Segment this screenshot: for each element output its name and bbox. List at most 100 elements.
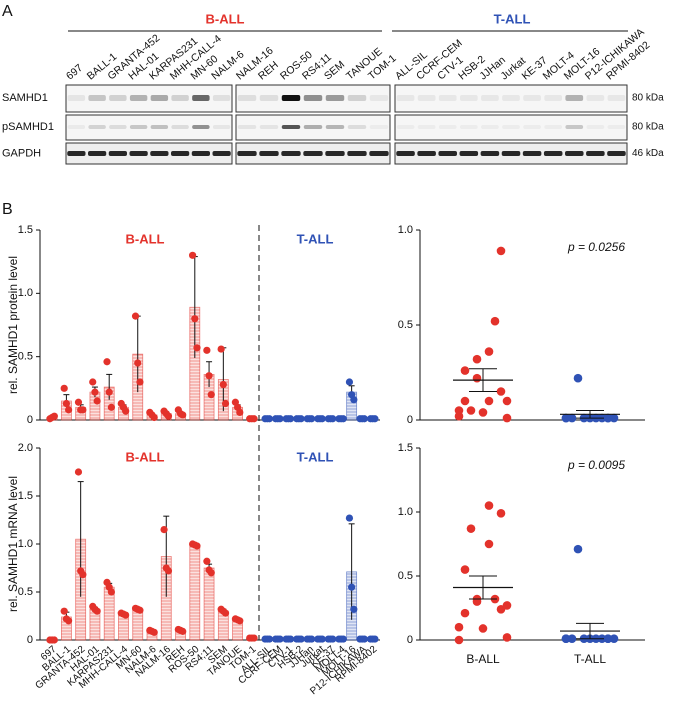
dot bbox=[484, 501, 494, 510]
gapdh-band bbox=[396, 151, 415, 156]
replicate-dot bbox=[203, 557, 211, 565]
band bbox=[325, 95, 345, 101]
replicate-dot bbox=[276, 415, 284, 423]
blot-size: 80 kDa bbox=[632, 122, 664, 133]
y-tick-label: 0.5 bbox=[398, 570, 413, 582]
replicate-dot bbox=[79, 406, 87, 414]
dot bbox=[454, 406, 464, 415]
band bbox=[150, 125, 169, 129]
replicate-dot bbox=[221, 609, 230, 617]
dot bbox=[460, 366, 470, 375]
band bbox=[325, 125, 345, 129]
gapdh-band bbox=[108, 151, 128, 156]
band bbox=[303, 125, 323, 129]
y-tick-label: 0.5 bbox=[18, 351, 33, 363]
dot bbox=[573, 373, 583, 383]
band bbox=[607, 125, 626, 129]
dot bbox=[496, 246, 506, 256]
dot bbox=[484, 539, 494, 549]
dot bbox=[466, 524, 476, 533]
band bbox=[502, 95, 520, 101]
dot bbox=[472, 354, 482, 364]
dot bbox=[603, 413, 613, 423]
replicate-dot bbox=[207, 391, 215, 399]
replicate-dot bbox=[91, 388, 99, 396]
replicate-dot bbox=[193, 542, 201, 550]
band bbox=[171, 125, 189, 129]
band bbox=[67, 125, 86, 129]
gapdh-band bbox=[129, 151, 148, 156]
dot bbox=[573, 544, 583, 554]
replicate-dot bbox=[329, 415, 337, 423]
gapdh-band bbox=[459, 151, 479, 156]
band bbox=[565, 125, 584, 129]
gapdh-band bbox=[501, 151, 521, 156]
gapdh-band bbox=[522, 151, 542, 156]
band bbox=[88, 95, 106, 101]
band bbox=[109, 125, 127, 129]
band bbox=[523, 95, 541, 101]
gapdh-band bbox=[150, 151, 169, 156]
x-tick-label: T-ALL bbox=[574, 652, 606, 666]
band bbox=[259, 95, 279, 101]
gapdh-band bbox=[438, 151, 458, 156]
bar bbox=[203, 567, 215, 641]
band bbox=[192, 125, 210, 129]
replicate-dot bbox=[318, 635, 326, 643]
replicate-dot bbox=[250, 415, 258, 423]
gapdh-band bbox=[237, 151, 257, 156]
replicate-dot bbox=[286, 415, 295, 423]
replicate-dot bbox=[339, 415, 347, 423]
gapdh-band bbox=[281, 151, 301, 156]
y-tick-label: 0 bbox=[27, 634, 33, 646]
replicate-dot bbox=[179, 411, 187, 419]
group-label: T-ALL bbox=[297, 449, 334, 464]
band bbox=[281, 125, 301, 129]
dot bbox=[454, 622, 464, 632]
band bbox=[192, 95, 210, 101]
gapdh-band bbox=[369, 151, 389, 156]
replicate-dot bbox=[60, 384, 68, 392]
replicate-dot bbox=[60, 607, 68, 615]
replicate-dot bbox=[50, 412, 58, 420]
dot bbox=[460, 565, 470, 574]
replicate-dot bbox=[371, 635, 379, 643]
replicate-dot bbox=[150, 413, 158, 422]
replicate-dot bbox=[360, 415, 368, 423]
group-label: B-ALL bbox=[126, 231, 165, 246]
y-tick-label: 0.5 bbox=[18, 586, 33, 598]
replicate-dot bbox=[329, 635, 337, 643]
replicate-dot bbox=[179, 627, 187, 635]
replicate-dot bbox=[160, 526, 168, 534]
band bbox=[481, 95, 499, 101]
gapdh-band bbox=[87, 151, 107, 156]
replicate-dot bbox=[136, 378, 144, 386]
y-tick-label: 1.0 bbox=[18, 287, 33, 299]
replicate-dot bbox=[297, 415, 305, 423]
dot bbox=[460, 396, 470, 406]
replicate-dot bbox=[217, 345, 225, 353]
replicate-dot bbox=[297, 635, 305, 643]
band bbox=[502, 125, 520, 129]
dot bbox=[484, 347, 494, 356]
gapdh-band bbox=[347, 151, 367, 156]
replicate-dot bbox=[164, 412, 173, 420]
replicate-dot bbox=[65, 406, 73, 414]
replicate-dot bbox=[203, 346, 211, 354]
replicate-dot bbox=[345, 378, 354, 386]
replicate-dot bbox=[74, 468, 83, 476]
gapdh-band bbox=[607, 151, 626, 156]
replicate-dot bbox=[236, 617, 244, 625]
annotation: p = 0.0256 bbox=[567, 240, 625, 254]
gapdh-band bbox=[325, 151, 345, 156]
band bbox=[544, 95, 563, 101]
dot bbox=[478, 624, 488, 633]
replicate-dot bbox=[164, 567, 173, 575]
bar bbox=[189, 544, 201, 641]
band bbox=[88, 125, 106, 129]
y-tick-label: 1.0 bbox=[398, 224, 413, 236]
bar bbox=[132, 608, 144, 641]
blot-frame bbox=[235, 84, 391, 113]
blot-size: 80 kDa bbox=[632, 93, 664, 104]
dot bbox=[478, 408, 488, 417]
